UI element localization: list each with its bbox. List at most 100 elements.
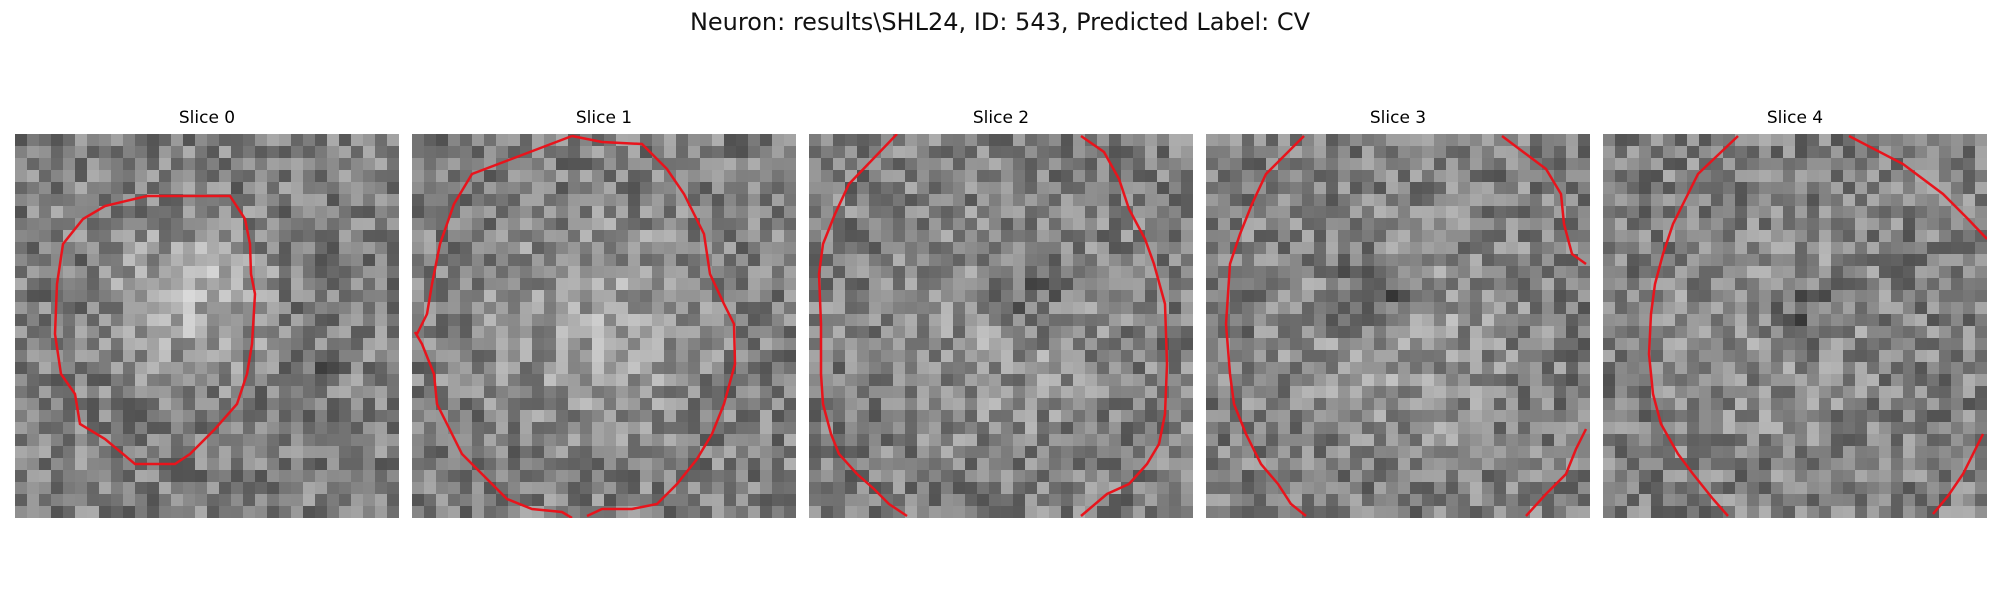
pixel <box>1771 446 1783 458</box>
pixel <box>953 338 965 350</box>
pixel <box>508 242 520 254</box>
pixel <box>1963 374 1975 386</box>
pixel <box>111 290 123 302</box>
pixel <box>1542 458 1554 470</box>
pixel <box>1001 338 1013 350</box>
pixel <box>1578 470 1590 482</box>
pixel <box>869 206 881 218</box>
pixel <box>207 218 219 230</box>
pixel <box>580 146 592 158</box>
pixel <box>315 134 327 146</box>
pixel <box>556 278 568 290</box>
pixel <box>1350 422 1362 434</box>
pixel <box>424 398 436 410</box>
pixel <box>1819 434 1831 446</box>
pixel <box>688 350 700 362</box>
pixel <box>75 446 87 458</box>
pixel <box>1687 230 1699 242</box>
pixel <box>436 338 448 350</box>
pixel <box>532 266 544 278</box>
pixel <box>183 398 195 410</box>
pixel <box>1627 230 1639 242</box>
pixel <box>1482 146 1494 158</box>
pixel <box>315 458 327 470</box>
pixel <box>279 482 291 494</box>
pixel <box>327 494 339 506</box>
pixel <box>941 242 953 254</box>
pixel <box>327 170 339 182</box>
pixel <box>1169 422 1181 434</box>
pixel <box>1362 362 1374 374</box>
pixel <box>51 218 63 230</box>
pixel <box>1615 314 1627 326</box>
pixel <box>1494 506 1506 518</box>
pixel <box>51 410 63 422</box>
pixel <box>857 338 869 350</box>
pixel <box>965 446 977 458</box>
pixel <box>1266 398 1278 410</box>
pixel <box>1386 266 1398 278</box>
pixel <box>845 266 857 278</box>
pixel <box>159 494 171 506</box>
pixel <box>760 278 772 290</box>
pixel <box>255 194 267 206</box>
pixel <box>1687 242 1699 254</box>
pixel <box>965 170 977 182</box>
pixel <box>508 362 520 374</box>
pixel <box>1350 470 1362 482</box>
pixel <box>267 338 279 350</box>
pixel <box>664 446 676 458</box>
pixel <box>496 374 508 386</box>
pixel <box>387 146 399 158</box>
pixel <box>1290 146 1302 158</box>
pixel <box>1771 290 1783 302</box>
pixel <box>1350 290 1362 302</box>
pixel <box>556 254 568 266</box>
pixel <box>520 206 532 218</box>
pixel <box>1542 398 1554 410</box>
pixel <box>15 422 27 434</box>
pixel <box>640 482 652 494</box>
pixel <box>1819 242 1831 254</box>
pixel <box>327 290 339 302</box>
pixel <box>760 182 772 194</box>
pixel <box>712 458 724 470</box>
pixel <box>1711 146 1723 158</box>
pixel <box>1518 410 1530 422</box>
pixel <box>1181 482 1193 494</box>
pixel <box>1903 278 1915 290</box>
pixel <box>592 386 604 398</box>
pixel <box>424 506 436 518</box>
pixel <box>1446 434 1458 446</box>
pixel <box>772 494 784 506</box>
pixel <box>1458 194 1470 206</box>
pixel <box>1831 422 1843 434</box>
pixel <box>1049 182 1061 194</box>
pixel <box>207 314 219 326</box>
pixel <box>171 374 183 386</box>
pixel <box>1169 218 1181 230</box>
pixel <box>135 254 147 266</box>
pixel <box>1903 242 1915 254</box>
pixel <box>857 254 869 266</box>
pixel <box>1723 302 1735 314</box>
pixel <box>1157 158 1169 170</box>
pixel <box>231 374 243 386</box>
pixel <box>147 254 159 266</box>
pixel <box>87 254 99 266</box>
pixel <box>1073 278 1085 290</box>
pixel <box>15 182 27 194</box>
pixel <box>159 326 171 338</box>
pixel <box>1819 278 1831 290</box>
pixel <box>1290 182 1302 194</box>
pixel <box>1338 326 1350 338</box>
pixel <box>953 254 965 266</box>
pixel <box>881 386 893 398</box>
pixel <box>1843 206 1855 218</box>
pixel <box>243 182 255 194</box>
pixel <box>1578 494 1590 506</box>
pixel <box>1254 386 1266 398</box>
pixel <box>327 446 339 458</box>
pixel <box>1398 374 1410 386</box>
pixel <box>941 266 953 278</box>
